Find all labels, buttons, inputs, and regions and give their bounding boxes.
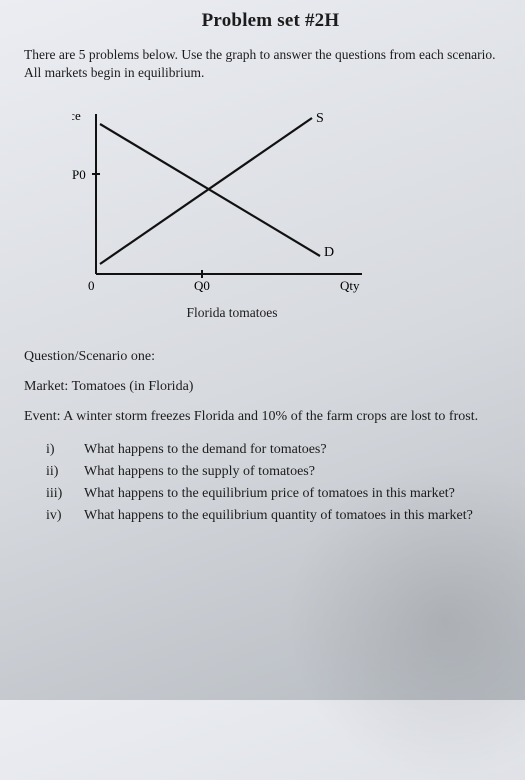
- question-text: What happens to the equilibrium price of…: [84, 483, 517, 505]
- intro-line-2: All markets begin in equilibrium.: [24, 64, 517, 82]
- question-row: ii) What happens to the supply of tomato…: [46, 461, 517, 483]
- question-text: What happens to the supply of tomatoes?: [84, 461, 517, 483]
- chart-caption: Florida tomatoes: [72, 305, 392, 321]
- question-number: i): [46, 439, 84, 461]
- event-line: Event: A winter storm freezes Florida an…: [24, 409, 517, 425]
- question-row: iv) What happens to the equilibrium quan…: [46, 505, 517, 527]
- origin-label: 0: [88, 278, 95, 293]
- market-line: Market: Tomatoes (in Florida): [24, 379, 517, 395]
- demand-label-d: D: [324, 245, 334, 260]
- x-axis-label-qty: Qty: [340, 278, 360, 293]
- question-number: ii): [46, 461, 84, 483]
- supply-line: [100, 118, 312, 264]
- y-tick-label-p0: P0: [72, 167, 86, 182]
- demand-line: [100, 124, 320, 256]
- supply-demand-chart: Price P0 0 Q0 Qty S D Florida tomatoes: [72, 106, 392, 321]
- question-list: i) What happens to the demand for tomato…: [46, 439, 517, 526]
- chart-svg: Price P0 0 Q0 Qty S D: [72, 106, 372, 296]
- intro-text: There are 5 problems below. Use the grap…: [24, 46, 517, 82]
- question-row: i) What happens to the demand for tomato…: [46, 439, 517, 461]
- y-axis-label-price: Price: [72, 108, 81, 123]
- page: Problem set #2H There are 5 problems bel…: [10, 0, 525, 700]
- supply-label-s: S: [316, 111, 324, 126]
- question-text: What happens to the equilibrium quantity…: [84, 505, 517, 527]
- question-number: iv): [46, 505, 84, 527]
- scenario-heading: Question/Scenario one:: [24, 349, 517, 365]
- intro-line-1: There are 5 problems below. Use the grap…: [24, 46, 517, 64]
- x-tick-label-q0: Q0: [194, 278, 210, 293]
- page-title: Problem set #2H: [24, 10, 517, 32]
- question-number: iii): [46, 483, 84, 505]
- question-text: What happens to the demand for tomatoes?: [84, 439, 517, 461]
- question-row: iii) What happens to the equilibrium pri…: [46, 483, 517, 505]
